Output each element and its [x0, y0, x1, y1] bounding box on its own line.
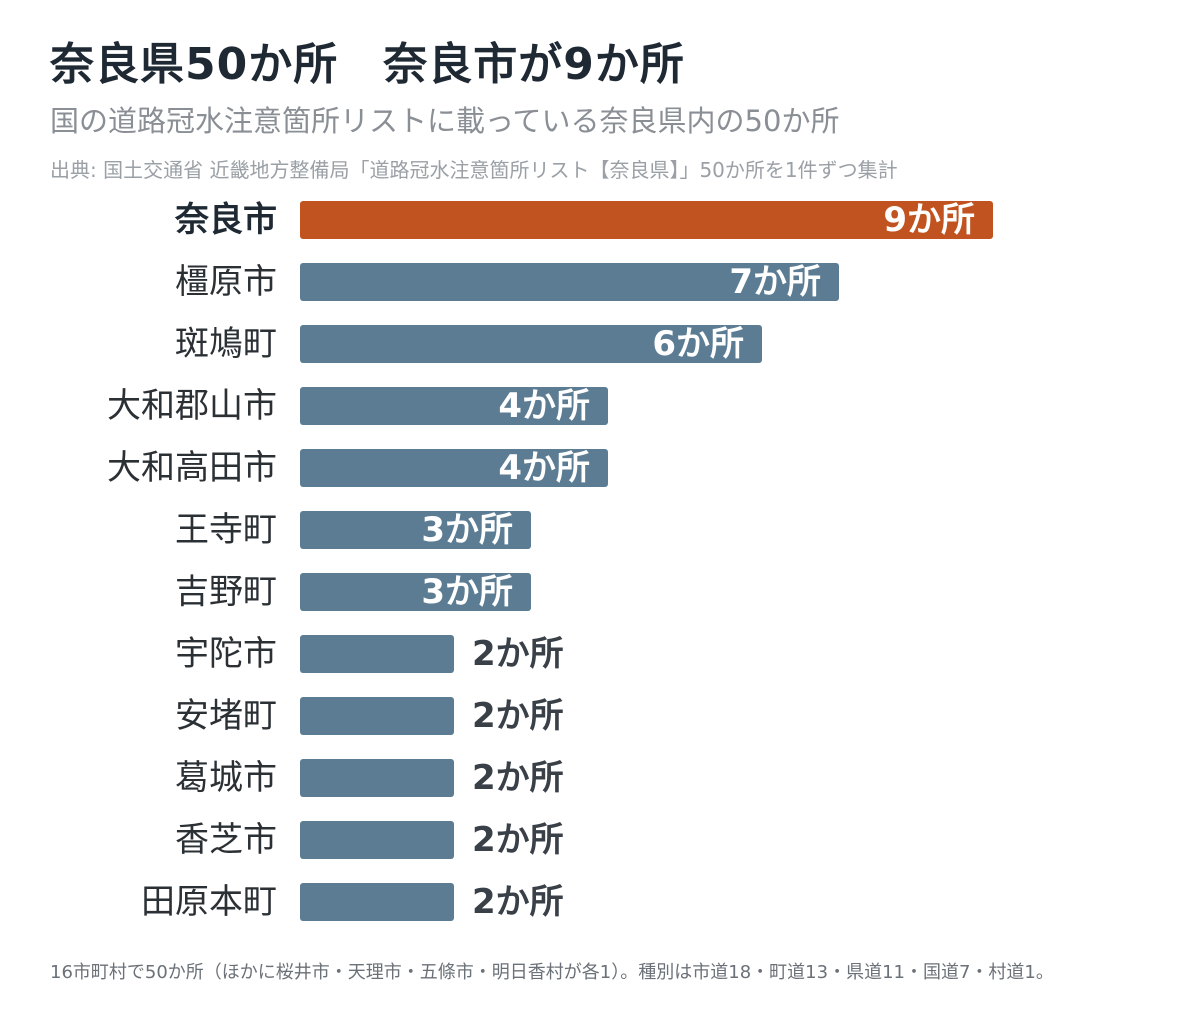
value-label: 2か所 [472, 820, 564, 860]
value-label: 9か所 [883, 200, 975, 240]
bar [300, 573, 531, 611]
bar [300, 759, 454, 797]
footnote: 16市町村で50か所（ほかに桜井市・天理市・五條市・明日香村が各1）。種別は市道… [50, 962, 1054, 983]
category-label: 王寺町 [175, 510, 277, 550]
bar [300, 635, 454, 673]
category-label: 大和郡山市 [107, 386, 277, 426]
bar [300, 263, 839, 301]
category-label: 橿原市 [175, 262, 277, 302]
value-label: 3か所 [421, 572, 513, 612]
bar [300, 387, 608, 425]
category-label: 宇陀市 [175, 634, 277, 674]
category-label: 田原本町 [141, 882, 277, 922]
category-label: 安堵町 [175, 696, 277, 736]
value-label: 4か所 [498, 448, 590, 488]
chart-subtitle: 国の道路冠水注意箇所リストに載っている奈良県内の50か所 [50, 104, 840, 138]
bar [300, 325, 762, 363]
value-label: 2か所 [472, 882, 564, 922]
value-label: 2か所 [472, 696, 564, 736]
bar [300, 511, 531, 549]
category-label: 奈良市 [174, 200, 277, 240]
bar [300, 449, 608, 487]
category-label: 葛城市 [175, 758, 277, 798]
category-label: 吉野町 [175, 572, 277, 612]
value-label: 6か所 [652, 324, 744, 364]
category-label: 香芝市 [175, 820, 277, 860]
chart-title: 奈良県50か所 奈良市が9か所 [50, 39, 685, 90]
bar [300, 821, 454, 859]
source-note: 出典: 国土交通省 近畿地方整備局「道路冠水注意箇所リスト【奈良県】」50か所を… [50, 158, 898, 182]
value-label: 2か所 [472, 758, 564, 798]
value-label: 4か所 [498, 386, 590, 426]
bar [300, 883, 454, 921]
value-label: 3か所 [421, 510, 513, 550]
category-label: 大和高田市 [107, 448, 277, 488]
bar [300, 201, 993, 239]
bar [300, 697, 454, 735]
value-label: 7か所 [729, 262, 821, 302]
value-label: 2か所 [472, 634, 564, 674]
category-label: 斑鳩町 [175, 324, 277, 364]
